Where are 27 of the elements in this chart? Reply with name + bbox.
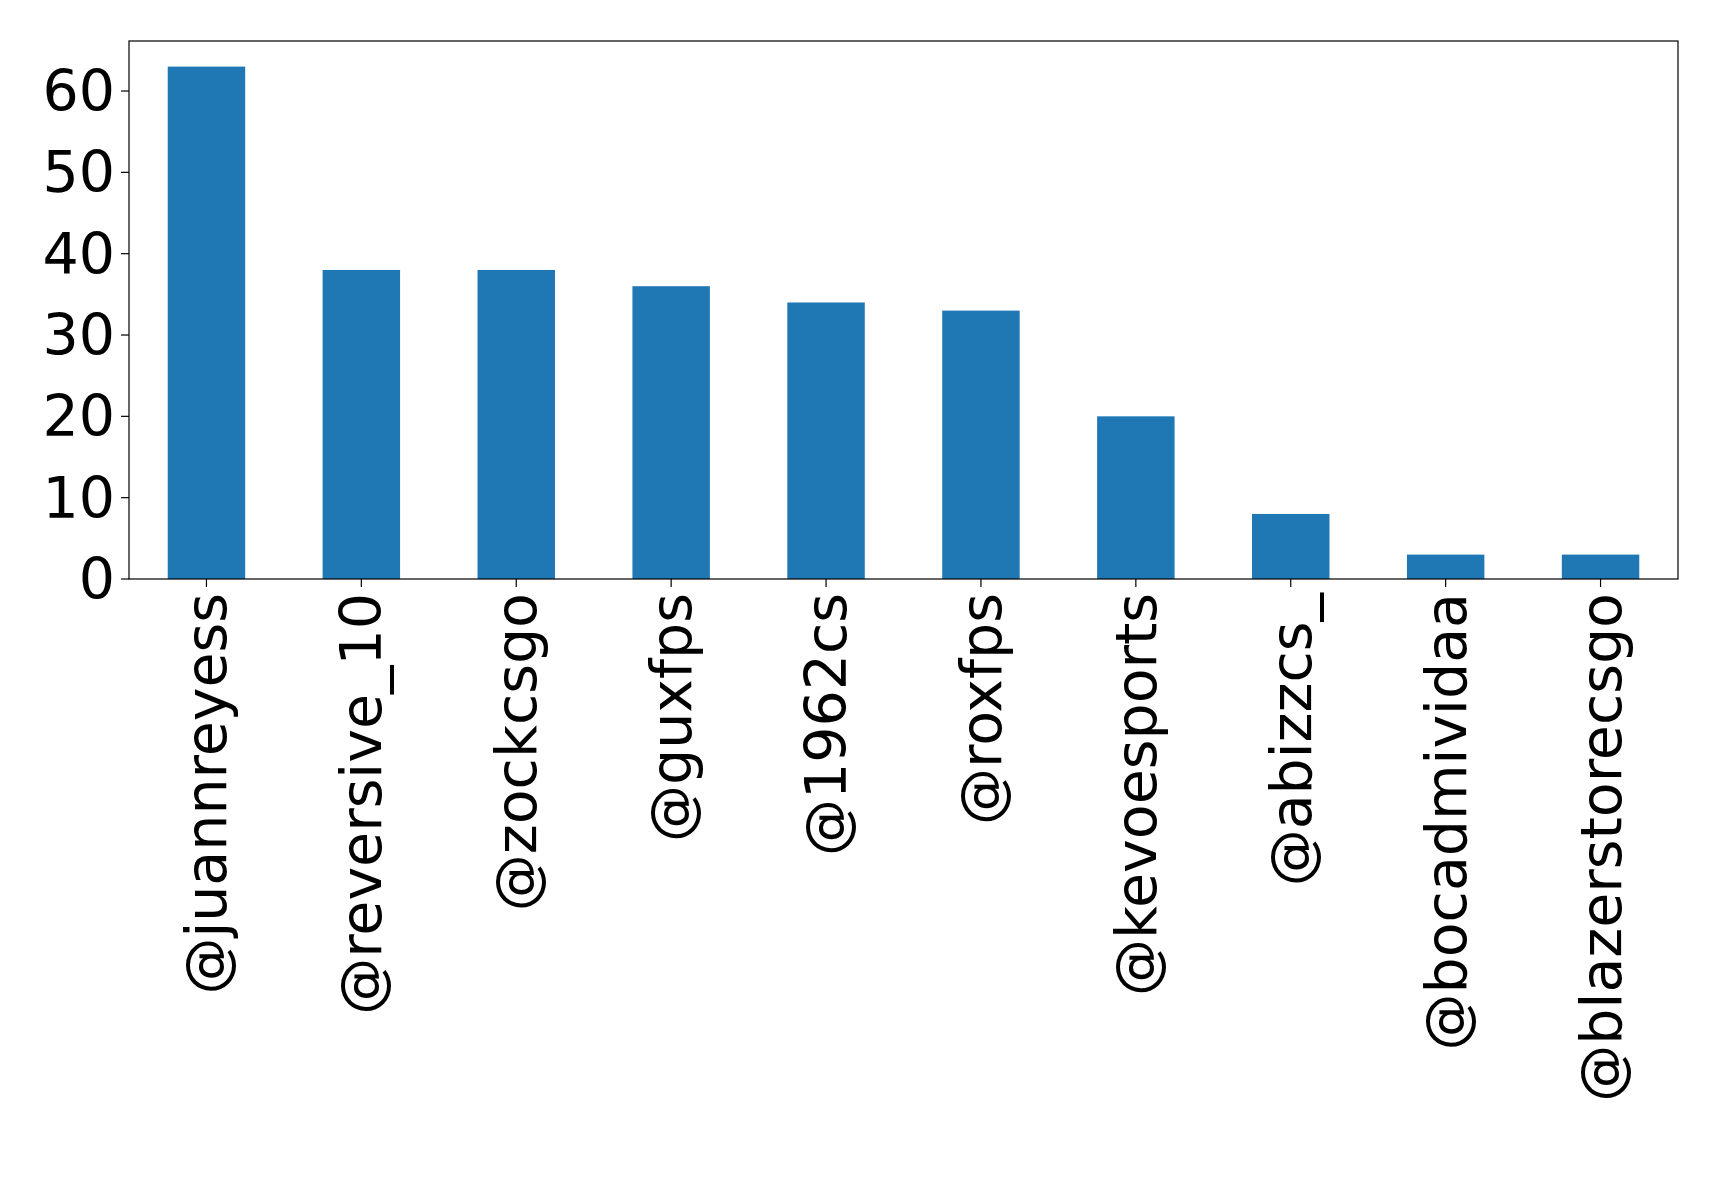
x-tick-label: @guxfps: [638, 593, 705, 842]
bar: [167, 66, 246, 579]
x-tick-label: @kevoesports: [1102, 593, 1169, 996]
x-tick-label: @abizzcs_: [1257, 591, 1324, 887]
bar: [787, 302, 865, 579]
bar: [1561, 554, 1640, 579]
bar: [477, 269, 555, 579]
y-tick-label: 20: [42, 383, 115, 450]
bar: [632, 286, 710, 579]
bar: [1406, 554, 1485, 579]
x-tick-label: @reversive_10: [328, 593, 395, 1015]
y-tick-label: 30: [42, 301, 115, 368]
x-tick-label: @1962cs: [793, 593, 859, 857]
bar: [322, 269, 401, 579]
bar: [1252, 513, 1330, 579]
bar: [942, 310, 1020, 579]
y-tick-label: 50: [42, 139, 115, 206]
x-tick-label: @blazerstorecsgo: [1567, 593, 1634, 1102]
y-tick-label: 0: [78, 545, 115, 612]
x-tick-label: @zockcsgo: [483, 593, 550, 912]
x-tick-label: @roxfps: [947, 593, 1014, 825]
x-tick-label: @juannreyess: [173, 593, 240, 995]
bar: [1097, 416, 1175, 579]
y-tick-label: 40: [42, 220, 115, 287]
y-tick-label: 10: [42, 464, 115, 531]
y-tick-label: 60: [42, 57, 115, 124]
x-tick-label: @bocadmividaa: [1412, 593, 1479, 1051]
